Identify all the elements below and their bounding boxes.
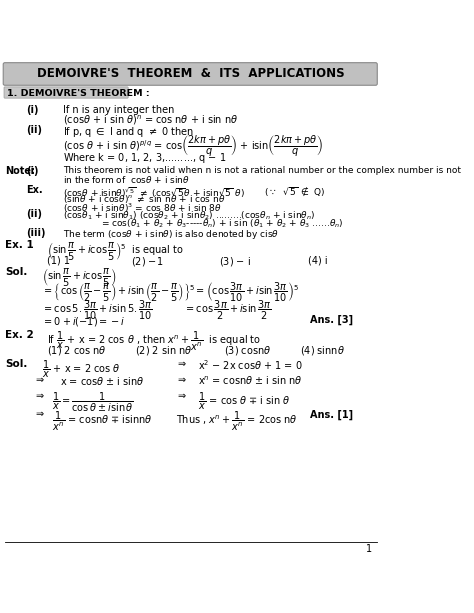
Text: $\dfrac{1}{x}$ = cos $\theta$ $\mp$ i sin $\theta$: $\dfrac{1}{x}$ = cos $\theta$ $\mp$ i si… (198, 390, 290, 412)
Text: x$^2$ $-$ 2x cos$\theta$ + 1 = 0: x$^2$ $-$ 2x cos$\theta$ + 1 = 0 (198, 359, 302, 372)
Text: Sol.: Sol. (5, 267, 27, 276)
Text: (i): (i) (26, 166, 38, 176)
Text: x = cos$\theta$ $\pm$ i sin$\theta$: x = cos$\theta$ $\pm$ i sin$\theta$ (61, 375, 145, 387)
Text: (cos$\theta$ + i sin $\theta$)$^n$ = cos n$\theta$ + i sin n$\theta$: (cos$\theta$ + i sin $\theta$)$^n$ = cos… (63, 113, 238, 127)
Text: $\Rightarrow$: $\Rightarrow$ (34, 375, 46, 385)
Text: (iii): (iii) (26, 228, 46, 238)
Text: DEMOIVRE'S  THEOREM  &  ITS  APPLICATIONS: DEMOIVRE'S THEOREM & ITS APPLICATIONS (37, 67, 345, 80)
Text: $\Rightarrow$: $\Rightarrow$ (34, 390, 46, 401)
Text: Thus , $x^n + \dfrac{1}{x^n}$ = 2cos n$\theta$: Thus , $x^n + \dfrac{1}{x^n}$ = 2cos n$\… (176, 409, 298, 433)
Text: ($\because$  $\sqrt{5}$ $\notin$ Q): ($\because$ $\sqrt{5}$ $\notin$ Q) (264, 185, 326, 198)
Text: If p, q $\in$ I and q $\neq$ 0 then: If p, q $\in$ I and q $\neq$ 0 then (63, 125, 194, 139)
Text: $= \cos 5.\dfrac{3\pi}{10} + i\sin 5.\dfrac{3\pi}{10}$: $= \cos 5.\dfrac{3\pi}{10} + i\sin 5.\df… (42, 299, 153, 322)
Text: $\left(\sin\dfrac{\pi}{5} + i\cos\dfrac{\pi}{5}\right)$: $\left(\sin\dfrac{\pi}{5} + i\cos\dfrac{… (42, 266, 116, 288)
Text: (ii): (ii) (26, 210, 42, 219)
Text: (2) $-$1: (2) $-$1 (131, 256, 163, 268)
Text: (i): (i) (26, 105, 38, 115)
Text: Note:: Note: (5, 166, 35, 176)
Text: $\Rightarrow$: $\Rightarrow$ (34, 409, 46, 419)
Text: (4) sinn$\theta$: (4) sinn$\theta$ (300, 344, 345, 357)
Text: (cos$\theta$ + isin$\theta$)$^{\sqrt{5}}$ $\neq$ (cos$\sqrt{5}\theta$ + isin$\sq: (cos$\theta$ + isin$\theta$)$^{\sqrt{5}}… (63, 185, 245, 200)
Text: This theorem is not valid when n is not a rational number or the complex number : This theorem is not valid when n is not … (63, 166, 461, 175)
Text: $\dfrac{1}{x}$ + x = 2 cos $\theta$: $\dfrac{1}{x}$ + x = 2 cos $\theta$ (42, 359, 121, 379)
Text: $\Rightarrow$: $\Rightarrow$ (176, 390, 187, 401)
FancyBboxPatch shape (4, 87, 128, 98)
Text: (sin$\theta$ + i cos$\theta$)$^n$ $\neq$ sin n$\theta$ + i cos n$\theta$: (sin$\theta$ + i cos$\theta$)$^n$ $\neq$… (63, 193, 225, 205)
FancyBboxPatch shape (3, 63, 377, 85)
Text: (cos$\theta_1$ + i sin$\theta_1$) (cos$\theta_2$ + i sin$\theta_2$) .........(co: (cos$\theta_1$ + i sin$\theta_1$) (cos$\… (63, 210, 315, 222)
Text: 1: 1 (366, 544, 373, 554)
Text: (2) 2 sin n$\theta$: (2) 2 sin n$\theta$ (136, 344, 192, 357)
Text: $\Rightarrow$: $\Rightarrow$ (176, 375, 187, 385)
Text: = cos($\theta_1$ + $\theta_2$ + $\theta_3$$\text{-----}\theta_n$) + i sin ($\the: = cos($\theta_1$ + $\theta_2$ + $\theta_… (101, 218, 343, 230)
Text: Sol.: Sol. (5, 359, 27, 368)
Text: $\dfrac{1}{x^n}$ = cosn$\theta$ $\mp$ isinn$\theta$: $\dfrac{1}{x^n}$ = cosn$\theta$ $\mp$ is… (53, 409, 153, 433)
Text: $= \cos\dfrac{3\pi}{2} + i\sin\dfrac{3\pi}{2}$: $= \cos\dfrac{3\pi}{2} + i\sin\dfrac{3\p… (184, 299, 272, 322)
Text: (4) i: (4) i (308, 256, 328, 265)
Text: Ex. 1: Ex. 1 (5, 240, 34, 250)
Text: $= \left\{\cos\left(\dfrac{\pi}{2} - \dfrac{\pi}{5}\right) + i\sin\left(\dfrac{\: $= \left\{\cos\left(\dfrac{\pi}{2} - \df… (42, 281, 299, 304)
Text: $\left(\sin\dfrac{\pi}{5} + i\cos\dfrac{\pi}{5}\right)^5$  is equal to: $\left(\sin\dfrac{\pi}{5} + i\cos\dfrac{… (47, 240, 183, 262)
Text: Ans. [3]: Ans. [3] (310, 315, 354, 326)
Text: $\Rightarrow$: $\Rightarrow$ (176, 359, 187, 368)
Text: Ex. 2: Ex. 2 (5, 330, 34, 340)
Text: If n is any integer then: If n is any integer then (63, 105, 174, 115)
Text: (3) $-$ i: (3) $-$ i (219, 256, 251, 268)
Text: in the form of  cos$\theta$ + i sin$\theta$: in the form of cos$\theta$ + i sin$\thet… (63, 174, 190, 185)
Text: $\dfrac{1}{x} = \dfrac{1}{\cos\theta \pm i\sin\theta}$: $\dfrac{1}{x} = \dfrac{1}{\cos\theta \pm… (53, 390, 134, 414)
Text: $= 0 + i(-1) = -i$: $= 0 + i(-1) = -i$ (42, 315, 125, 328)
Text: The term (cos$\theta$ + i sin$\theta$) is also denoted by cis$\theta$: The term (cos$\theta$ + i sin$\theta$) i… (63, 228, 279, 241)
Text: Where k = 0, 1, 2, 3,........., q $-$ 1: Where k = 0, 1, 2, 3,........., q $-$ 1 (63, 151, 226, 166)
Text: If $\dfrac{1}{x}$ + x = 2 cos $\theta$ , then $x^n + \dfrac{1}{x^n}$  is equal t: If $\dfrac{1}{x}$ + x = 2 cos $\theta$ ,… (47, 330, 261, 353)
Text: (1) 2 cos n$\theta$: (1) 2 cos n$\theta$ (47, 344, 107, 357)
Text: 1. DEMOIVRE'S THEOREM :: 1. DEMOIVRE'S THEOREM : (7, 89, 150, 98)
Text: (ii): (ii) (26, 125, 42, 135)
Text: Ex.: Ex. (26, 185, 42, 195)
Text: (1) 1: (1) 1 (47, 256, 70, 265)
Text: (cos $\theta$ + i sin $\theta$)$^{p/q}$ = cos$\left(\dfrac{2k\pi + p\theta}{q}\r: (cos $\theta$ + i sin $\theta$)$^{p/q}$ … (63, 134, 323, 159)
Text: x$^n$ = cosn$\theta$ $\pm$ i sin n$\theta$: x$^n$ = cosn$\theta$ $\pm$ i sin n$\thet… (198, 375, 302, 387)
Text: Ans. [1]: Ans. [1] (310, 409, 354, 419)
Text: (cos$\theta$ + i sin$\theta$)$^3$ = cos 8$\theta$ + i sin 8$\theta$: (cos$\theta$ + i sin$\theta$)$^3$ = cos … (63, 201, 222, 215)
Text: (3) cosn$\theta$: (3) cosn$\theta$ (224, 344, 272, 357)
